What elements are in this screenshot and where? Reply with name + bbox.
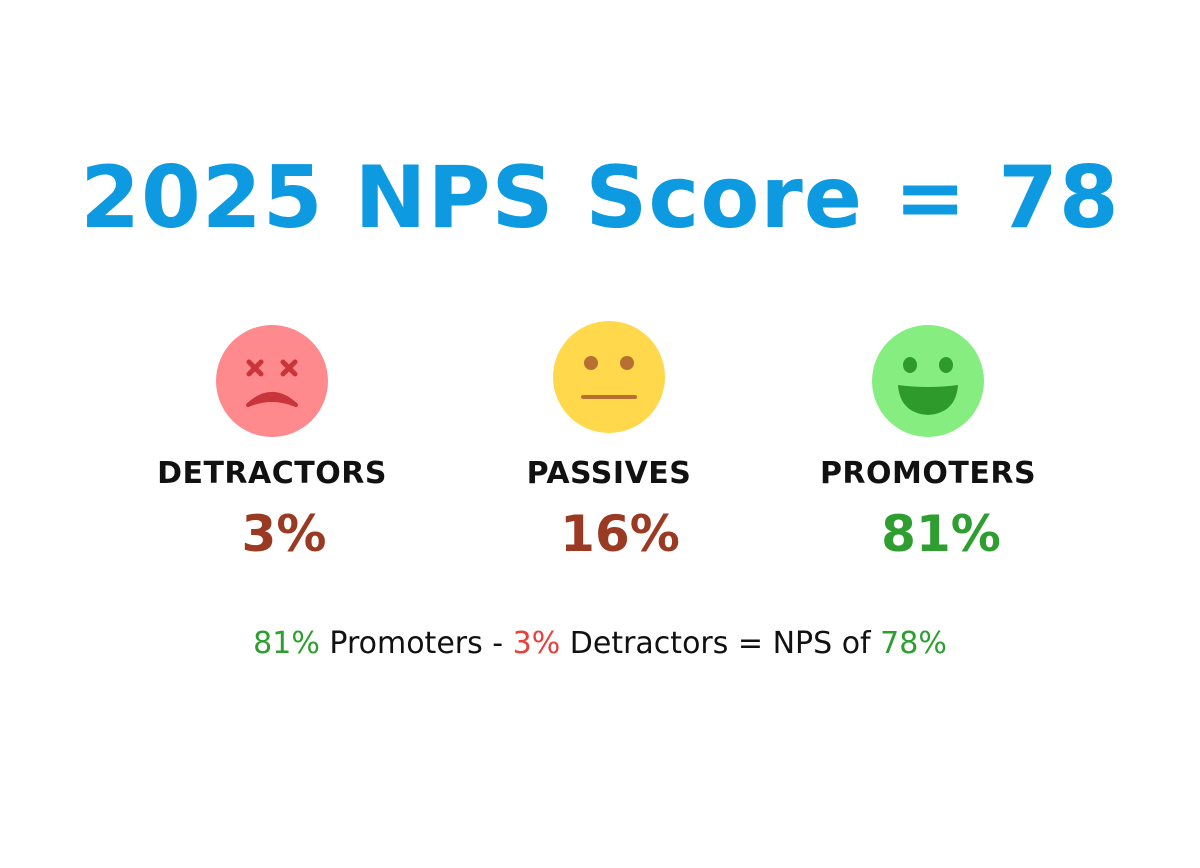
nps-formula: 81% Promoters - 3% Detractors = NPS of 7… <box>0 624 1200 664</box>
passives-percent: 16% <box>560 505 680 563</box>
formula-promoters-percent: 81% <box>253 626 320 661</box>
neutral-face-icon <box>553 321 665 433</box>
formula-detractors-text: Detractors = NPS of <box>560 626 881 661</box>
promoters-label: PROMOTERS <box>819 456 1037 491</box>
passives-label: PASSIVES <box>526 456 692 491</box>
formula-promoters-text: Promoters - <box>319 626 513 661</box>
smiling-face-icon <box>872 325 984 437</box>
dizzy-sad-face-icon <box>216 325 328 437</box>
detractors-percent: 3% <box>241 505 327 563</box>
formula-detractors-percent: 3% <box>512 626 561 661</box>
promoters-percent: 81% <box>881 505 1001 563</box>
page-title: 2025 NPS Score = 78 <box>80 148 1120 248</box>
formula-result-percent: 78% <box>880 626 947 661</box>
detractors-label: DETRACTORS <box>157 456 387 491</box>
